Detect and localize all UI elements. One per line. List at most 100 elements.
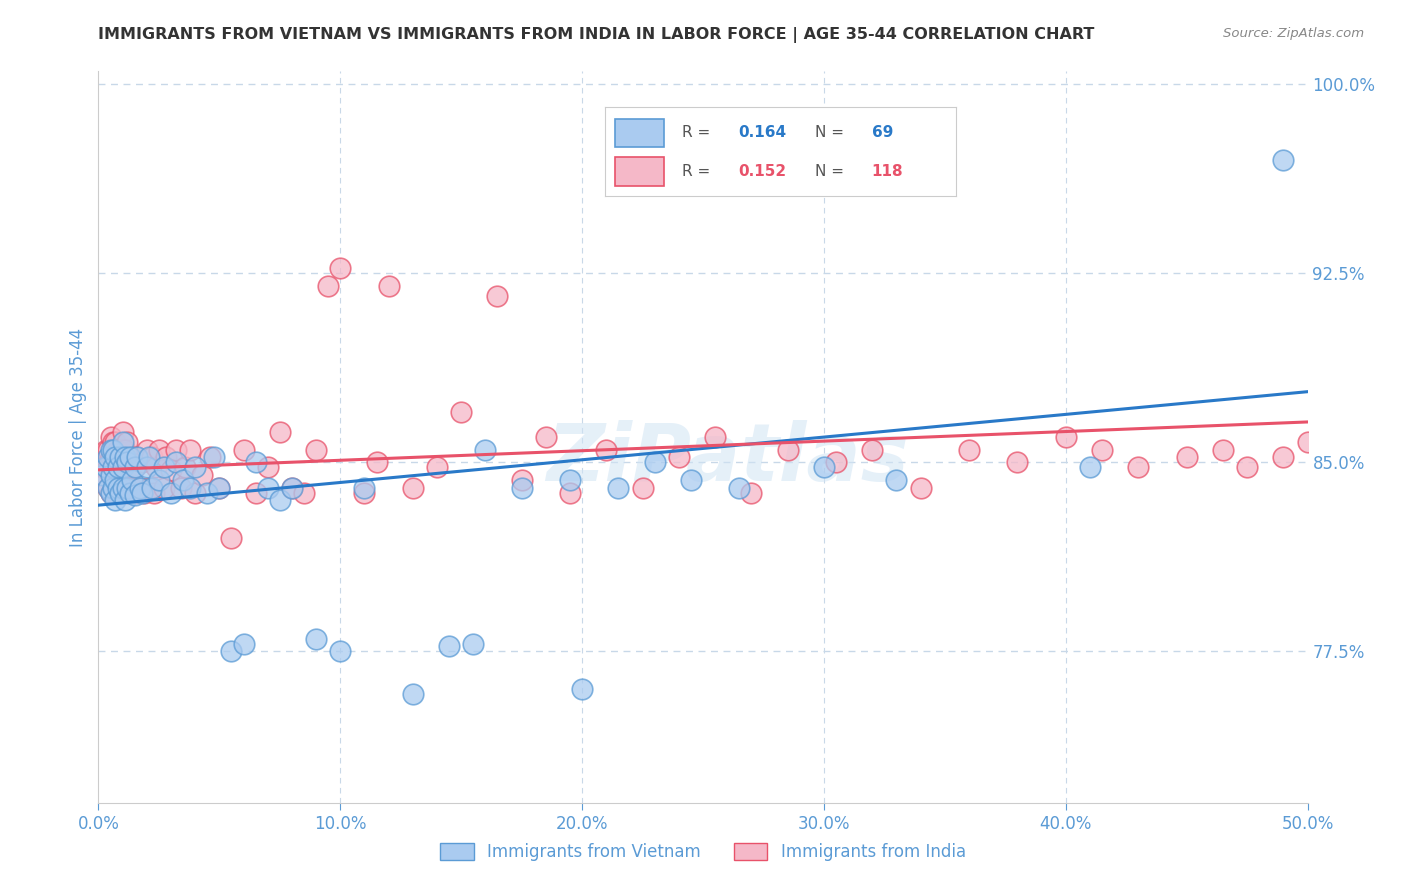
Point [256, 481, 278, 495]
Point [152, 460, 174, 475]
Point [281, 481, 304, 495]
Point [179, 442, 201, 457]
Point [232, 442, 254, 457]
Point [644, 455, 666, 469]
Point [104, 435, 127, 450]
Point [558, 485, 581, 500]
Text: IMMIGRANTS FROM VIETNAM VS IMMIGRANTS FROM INDIA IN LABOR FORCE | AGE 35-44 CORR: IMMIGRANTS FROM VIETNAM VS IMMIGRANTS FR… [98, 27, 1095, 43]
Point [135, 460, 157, 475]
Point [195, 485, 218, 500]
Point [101, 481, 124, 495]
Point [353, 485, 375, 500]
Point [353, 481, 375, 495]
Point [316, 278, 339, 293]
Point [269, 493, 291, 508]
Point [679, 473, 702, 487]
Point [100, 467, 122, 482]
Point [94, 460, 117, 475]
Point [138, 481, 160, 495]
Point [1212, 442, 1234, 457]
Point [114, 442, 136, 457]
Point [97, 442, 120, 457]
Point [101, 460, 124, 475]
Point [107, 460, 129, 475]
Point [1236, 460, 1258, 475]
Point [1128, 460, 1150, 475]
Point [101, 435, 124, 450]
Point [107, 481, 129, 495]
Point [329, 261, 352, 276]
Text: R =: R = [682, 126, 716, 140]
Point [1091, 442, 1114, 457]
Point [813, 460, 835, 475]
Point [97, 481, 120, 495]
Point [221, 644, 243, 658]
Point [204, 450, 226, 465]
Point [269, 425, 291, 439]
Point [94, 475, 117, 490]
Point [402, 687, 425, 701]
Point [111, 442, 134, 457]
Point [450, 405, 472, 419]
Point [114, 460, 136, 475]
Point [104, 450, 127, 465]
Point [776, 442, 799, 457]
Point [104, 473, 127, 487]
Point [100, 467, 122, 482]
Point [97, 481, 120, 495]
Point [160, 463, 183, 477]
Point [111, 460, 134, 475]
Text: 0.152: 0.152 [738, 164, 786, 178]
Point [121, 450, 143, 465]
Text: N =: N = [815, 164, 849, 178]
Point [160, 485, 183, 500]
Point [377, 278, 399, 293]
Point [910, 481, 932, 495]
Point [108, 442, 131, 457]
Point [510, 481, 533, 495]
Point [595, 442, 617, 457]
Point [402, 481, 425, 495]
Point [145, 460, 167, 475]
Point [329, 644, 352, 658]
Point [1344, 435, 1367, 450]
Point [256, 460, 278, 475]
Point [141, 450, 163, 465]
Point [97, 460, 120, 475]
FancyBboxPatch shape [616, 157, 665, 186]
Point [117, 481, 139, 495]
Point [1007, 455, 1029, 469]
Point [191, 467, 214, 482]
FancyBboxPatch shape [616, 119, 665, 147]
Point [155, 450, 177, 465]
Point [104, 467, 127, 482]
Point [631, 481, 654, 495]
Point [138, 450, 160, 465]
Point [1272, 450, 1295, 465]
Point [111, 425, 134, 439]
Point [169, 481, 191, 495]
Point [107, 442, 129, 457]
Point [152, 481, 174, 495]
Point [124, 460, 146, 475]
Point [124, 488, 146, 502]
Point [91, 460, 114, 475]
Point [558, 473, 581, 487]
Point [174, 460, 197, 475]
Point [534, 430, 557, 444]
Point [740, 485, 762, 500]
Point [886, 473, 908, 487]
Point [94, 442, 117, 457]
Point [437, 640, 460, 654]
Point [107, 460, 129, 475]
Point [292, 485, 315, 500]
Point [101, 450, 124, 465]
Point [118, 485, 141, 500]
Point [118, 460, 141, 475]
Y-axis label: In Labor Force | Age 35-44: In Labor Force | Age 35-44 [69, 327, 87, 547]
Point [114, 485, 136, 500]
Point [221, 531, 243, 545]
Point [704, 430, 727, 444]
Point [366, 455, 388, 469]
Point [104, 450, 127, 465]
